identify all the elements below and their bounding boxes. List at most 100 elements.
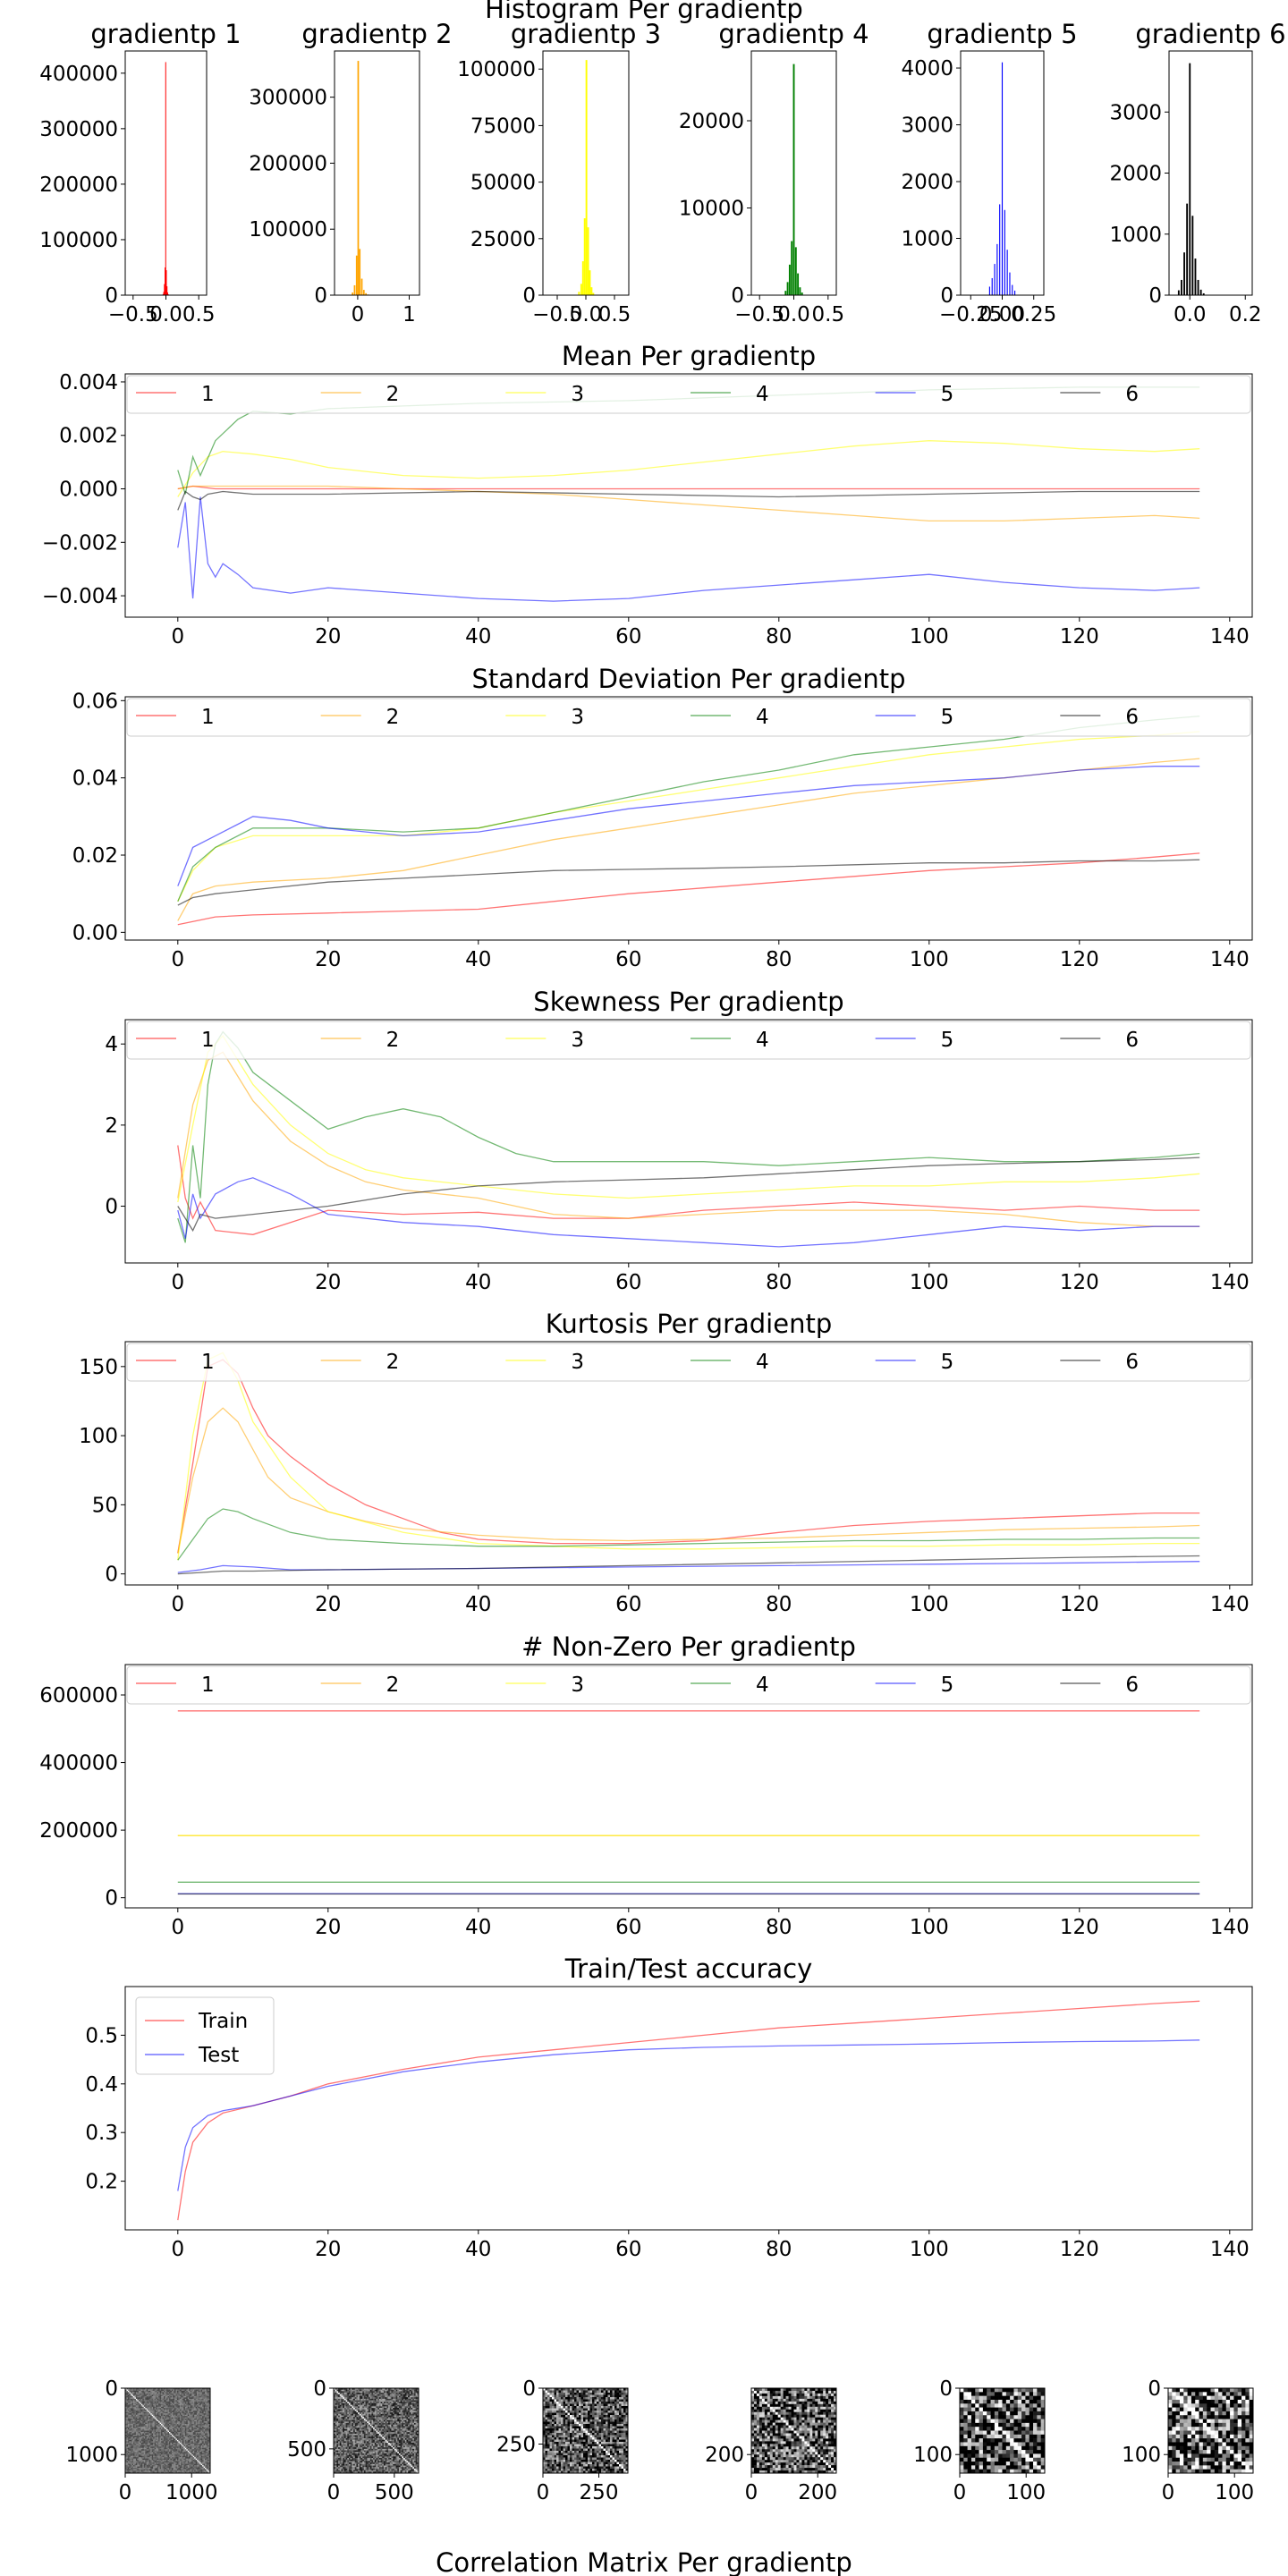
heatmap-cell bbox=[125, 2428, 127, 2430]
heatmap-cell bbox=[170, 2428, 173, 2430]
heatmap-cell bbox=[175, 2421, 178, 2423]
heatmap-cell bbox=[192, 2419, 195, 2420]
heatmap-cell bbox=[166, 2419, 168, 2420]
heatmap-cell bbox=[200, 2419, 203, 2420]
heatmap-cell bbox=[208, 2408, 209, 2411]
heatmap-cell bbox=[145, 2414, 148, 2417]
heatmap-cell bbox=[205, 2397, 207, 2400]
heatmap-cell bbox=[127, 2411, 130, 2413]
heatmap-cell bbox=[138, 2433, 140, 2436]
heatmap-cell bbox=[130, 2395, 132, 2398]
heatmap-cell bbox=[181, 2393, 183, 2395]
heatmap-cell bbox=[166, 2441, 168, 2444]
heatmap-cell bbox=[125, 2406, 127, 2409]
heatmap-cell bbox=[174, 2419, 176, 2422]
heatmap-cell bbox=[157, 2409, 159, 2411]
heatmap-cell bbox=[130, 2406, 132, 2409]
heatmap-cell bbox=[179, 2438, 182, 2441]
heatmap-cell bbox=[146, 2434, 148, 2436]
heatmap-cell bbox=[150, 2413, 152, 2415]
heatmap-cell bbox=[176, 2406, 179, 2409]
heatmap-cell bbox=[206, 2436, 208, 2438]
heatmap-cell bbox=[137, 2393, 140, 2395]
heatmap-cell bbox=[208, 2398, 211, 2401]
heatmap-cell bbox=[138, 2398, 140, 2401]
heatmap-cell bbox=[159, 2421, 162, 2423]
heatmap-cell bbox=[176, 2398, 179, 2401]
heatmap-cell bbox=[150, 2439, 152, 2442]
x-tick-label: 80 bbox=[766, 625, 792, 648]
heatmap-cell bbox=[156, 2430, 157, 2433]
heatmap-cell bbox=[140, 2422, 143, 2425]
heatmap-cell bbox=[142, 2394, 145, 2397]
heatmap-cell bbox=[143, 2403, 146, 2406]
heatmap-cell bbox=[168, 2427, 171, 2428]
heatmap-cell bbox=[126, 2428, 129, 2430]
heatmap-cell bbox=[137, 2416, 140, 2418]
heatmap-cell bbox=[138, 2393, 140, 2395]
histogram-bar bbox=[994, 264, 996, 295]
heatmap-cell bbox=[183, 2429, 186, 2431]
heatmap-cell bbox=[184, 2431, 187, 2434]
heatmap-cell bbox=[208, 2400, 209, 2402]
heatmap-cell bbox=[186, 2397, 189, 2400]
heatmap-cell bbox=[176, 2439, 179, 2442]
x-tick-label: 0 bbox=[171, 625, 184, 648]
y-tick-label: 1000 bbox=[1109, 224, 1162, 247]
heatmap-cell bbox=[156, 2401, 157, 2403]
heatmap-cell bbox=[199, 2428, 201, 2430]
heatmap-cell bbox=[190, 2436, 192, 2439]
heatmap-cell bbox=[140, 2430, 143, 2433]
heatmap-cell bbox=[148, 2413, 150, 2415]
x-tick-label: 120 bbox=[1060, 1916, 1099, 1939]
heatmap-cell bbox=[205, 2441, 207, 2444]
heatmap-cell bbox=[150, 2398, 152, 2401]
heatmap-cell bbox=[195, 2428, 198, 2430]
heatmap-cell bbox=[164, 2436, 165, 2438]
heatmap-cell bbox=[135, 2436, 138, 2439]
heatmap-cell bbox=[192, 2431, 195, 2434]
heatmap-cell bbox=[176, 2430, 179, 2433]
heatmap-cell bbox=[183, 2393, 186, 2395]
heatmap-cell bbox=[158, 2419, 160, 2420]
heatmap-cell bbox=[159, 2403, 162, 2406]
heatmap-cell bbox=[125, 2434, 127, 2436]
heatmap-cell bbox=[154, 2388, 157, 2390]
heatmap-cell bbox=[142, 2409, 145, 2411]
heatmap-cell bbox=[140, 2414, 143, 2417]
heatmap-cell bbox=[181, 2427, 183, 2428]
heatmap-cell bbox=[145, 2395, 148, 2398]
heatmap-cell bbox=[183, 2409, 186, 2411]
heatmap-cell bbox=[194, 2422, 196, 2425]
heatmap-cell bbox=[206, 2388, 208, 2390]
heatmap-cell bbox=[134, 2411, 137, 2414]
y-tick-label: 200000 bbox=[249, 152, 327, 175]
heatmap-cell bbox=[190, 2431, 192, 2434]
heatmap-cell bbox=[161, 2414, 163, 2417]
heatmap-cell bbox=[148, 2393, 151, 2395]
heatmap-cell bbox=[143, 2438, 146, 2441]
heatmap-cell bbox=[208, 2421, 209, 2423]
heatmap-cell bbox=[143, 2408, 146, 2411]
heatmap-cell bbox=[174, 2413, 176, 2415]
heatmap-cell bbox=[190, 2421, 192, 2423]
heatmap-cell bbox=[178, 2390, 181, 2393]
x-tick-label: −0.5 bbox=[734, 303, 784, 326]
histogram-bar bbox=[165, 62, 166, 295]
heatmap-cell bbox=[174, 2427, 176, 2428]
heatmap-cell bbox=[184, 2419, 187, 2420]
heatmap-cell bbox=[129, 2436, 131, 2438]
heatmap-cell bbox=[194, 2408, 196, 2411]
heatmap-cell bbox=[168, 2393, 171, 2395]
heatmap-cell bbox=[208, 2408, 211, 2411]
heatmap-cell bbox=[161, 2436, 163, 2439]
heatmap-cell bbox=[184, 2441, 187, 2444]
heatmap-cell bbox=[200, 2417, 203, 2419]
heatmap-cell bbox=[161, 2425, 163, 2428]
heatmap-cell bbox=[208, 2389, 209, 2392]
heatmap-cell bbox=[137, 2392, 140, 2394]
heatmap-cell bbox=[154, 2411, 157, 2413]
heatmap-cell bbox=[146, 2395, 148, 2398]
heatmap-cell bbox=[167, 2430, 170, 2433]
heatmap-cell bbox=[127, 2400, 130, 2402]
